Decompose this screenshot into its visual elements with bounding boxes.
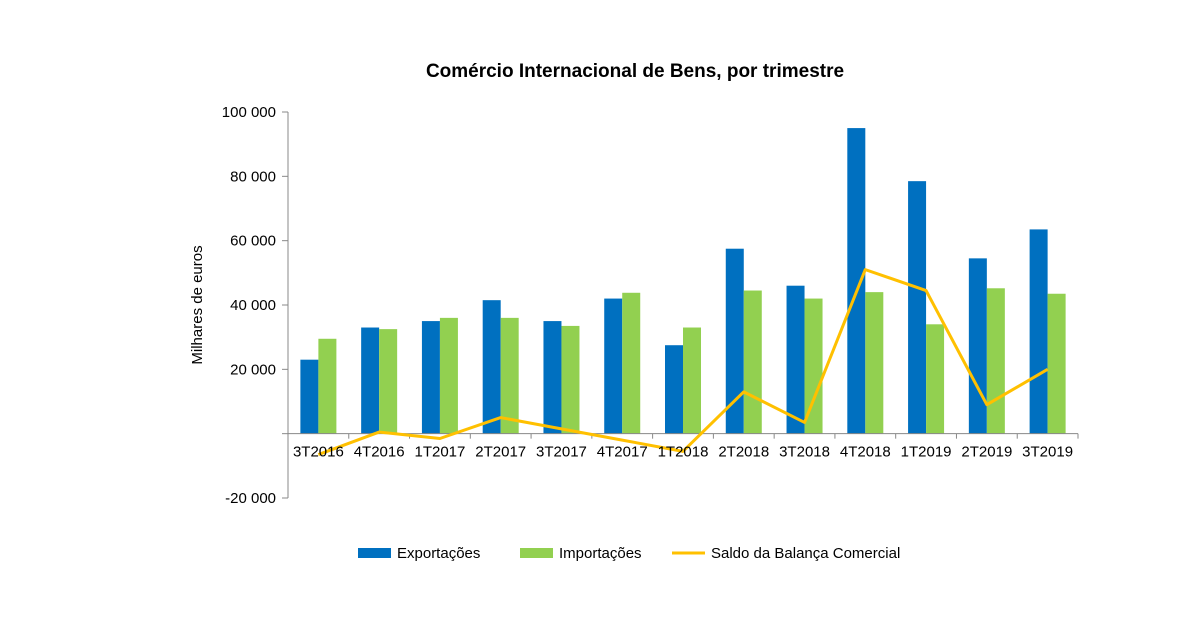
y-tick-label: 100 000 (222, 104, 276, 121)
legend: Exportações Importações Saldo da Balança C… (358, 545, 900, 562)
bar-exportacoes-4T2016 (361, 327, 380, 434)
y-tick-label: 60 000 (230, 233, 276, 250)
x-tick-labels: 3T2016 4T2016 1T2017 2T2017 3T2017 4T2017 1T20… (293, 444, 1073, 461)
x-tick-label: 2T2018 (718, 444, 769, 461)
y-tick-label: -20 000 (225, 490, 276, 507)
y-tick-label: 20 000 (230, 361, 276, 378)
legend-label-1: Importações (559, 545, 642, 562)
bar-exportacoes-3T2018 (786, 285, 805, 434)
bar-exportacoes-3T2017 (543, 321, 562, 434)
bar-importacoes-3T2017 (561, 325, 580, 434)
x-tick-label: 3T2017 (536, 444, 587, 461)
bar-exportacoes-3T2019 (1029, 229, 1048, 434)
bar-importacoes-4T2018 (865, 292, 884, 434)
x-tick-label: 4T2018 (840, 444, 891, 461)
x-tick-label: 2T2019 (961, 444, 1012, 461)
bar-importacoes-3T2016 (318, 338, 337, 434)
x-tick-label: 2T2017 (475, 444, 526, 461)
bar-exportacoes-4T2018 (847, 128, 866, 434)
bar-exportacoes-1T2018 (665, 345, 683, 434)
bar-importacoes-2T2019 (986, 288, 1005, 434)
x-tick-label: 4T2017 (597, 444, 648, 461)
bar-exportacoes-1T2017 (421, 321, 440, 434)
bar-exportacoes-3T2016 (300, 359, 319, 434)
bar-importacoes-2T2017 (500, 317, 519, 434)
legend-swatch-0 (358, 548, 391, 558)
line-saldo-balanca-comercial (317, 268, 1049, 456)
y-axis: -20 000 20 000 40 000 60 000 80 000 100 000 (222, 104, 289, 507)
legend-swatch-1 (520, 548, 553, 558)
bars (300, 128, 1066, 434)
x-tick-label: 1T2017 (414, 444, 465, 461)
bar-importacoes-3T2019 (1047, 293, 1066, 434)
bar-importacoes-4T2016 (379, 329, 398, 434)
x-tick-label: 3T2016 (293, 444, 344, 461)
bar-exportacoes-2T2017 (482, 300, 501, 434)
bar-importacoes-1T2019 (926, 324, 945, 434)
bar-exportacoes-1T2019 (908, 181, 927, 434)
x-tick-label: 1T2019 (901, 444, 952, 461)
x-tick-label: 3T2019 (1022, 444, 1073, 461)
bar-exportacoes-4T2017 (604, 298, 623, 434)
x-tick-label: 4T2016 (354, 444, 405, 461)
bar-importacoes-1T2018 (683, 327, 701, 434)
legend-label-0: Exportações (397, 545, 480, 562)
legend-label-2: Saldo da Balança Comercial (711, 545, 900, 562)
x-tick-label: 1T2018 (658, 444, 709, 461)
y-tick-label: 40 000 (230, 297, 276, 314)
bar-importacoes-1T2017 (439, 317, 458, 434)
x-tick-label: 3T2018 (779, 444, 830, 461)
bar-importacoes-3T2018 (804, 298, 823, 434)
bar-importacoes-2T2018 (743, 290, 762, 434)
balance-line-layer (317, 268, 1049, 456)
bar-importacoes-4T2017 (622, 292, 641, 434)
y-tick-label: 80 000 (230, 168, 276, 185)
chart-title: Comércio Internacional de Bens, por trim… (426, 61, 844, 82)
bar-exportacoes-2T2019 (968, 258, 987, 434)
y-axis-title: Milhares de euros (189, 245, 206, 364)
bar-exportacoes-2T2018 (725, 248, 744, 434)
